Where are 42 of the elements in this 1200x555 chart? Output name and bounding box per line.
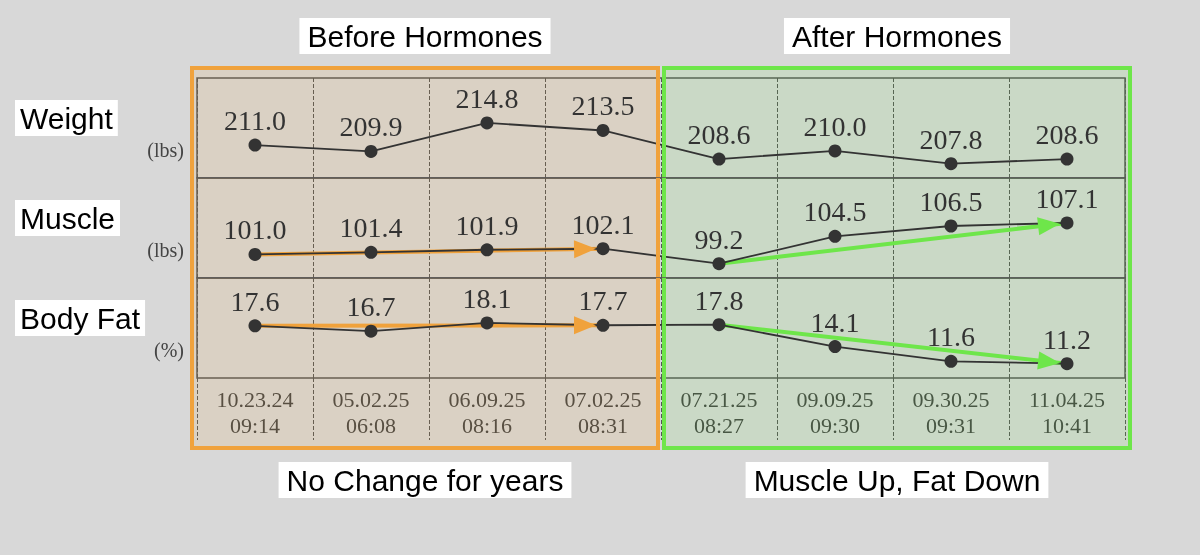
- text: Muscle Up, Fat Down: [753, 463, 1041, 497]
- data-label: 213.5: [571, 90, 635, 122]
- data-label: 208.6: [687, 119, 751, 151]
- chart-title: Muscle: [20, 201, 116, 235]
- data-label: 101.0: [223, 214, 287, 246]
- data-label: 16.7: [346, 291, 396, 323]
- data-label: 11.6: [927, 321, 975, 353]
- x-tick-label: 07.02.25 08:31: [564, 386, 642, 438]
- x-tick-label: 09.30.25 09:31: [912, 386, 990, 438]
- text: No Change for years: [286, 463, 564, 497]
- data-label: 207.8: [919, 123, 983, 155]
- data-label: 17.6: [230, 285, 280, 317]
- x-tick-label: 11.04.25 10:41: [1028, 386, 1106, 438]
- data-label: 210.0: [803, 110, 867, 142]
- band-label: After Hormones: [791, 19, 1003, 53]
- x-tick-label: 07.21.25 08:27: [680, 386, 758, 438]
- x-tick-label: 05.02.25 06:08: [332, 386, 410, 438]
- data-label: 214.8: [455, 82, 519, 114]
- data-label: 209.9: [339, 111, 403, 143]
- x-tick-label: 09.09.25 09:30: [796, 386, 874, 438]
- data-label: 102.1: [571, 208, 635, 240]
- data-label: 104.5: [803, 196, 867, 228]
- chart-title: Body Fat: [20, 301, 141, 335]
- band-label: Before Hormones: [307, 19, 543, 53]
- data-label: 18.1: [462, 282, 512, 314]
- y-axis-title: (lbs): [147, 139, 184, 162]
- y-axis-title: (%): [154, 339, 184, 362]
- data-label: 101.4: [339, 212, 403, 244]
- x-tick-label: 06.09.25 08:16: [448, 386, 526, 438]
- chart-title: Weight: [20, 101, 114, 135]
- data-label: 17.7: [578, 285, 628, 317]
- data-label: 14.1: [810, 306, 860, 338]
- data-label: 101.9: [455, 209, 519, 241]
- data-label: 107.1: [1035, 182, 1099, 214]
- data-label: 99.2: [694, 223, 744, 255]
- y-axis-title: (lbs): [147, 239, 184, 262]
- data-label: 11.2: [1043, 323, 1091, 355]
- data-label: 17.8: [694, 284, 744, 316]
- data-label: 208.6: [1035, 119, 1099, 151]
- x-tick-label: 10.23.24 09:14: [216, 386, 294, 438]
- data-label: 106.5: [919, 186, 983, 217]
- data-label: 211.0: [224, 105, 286, 137]
